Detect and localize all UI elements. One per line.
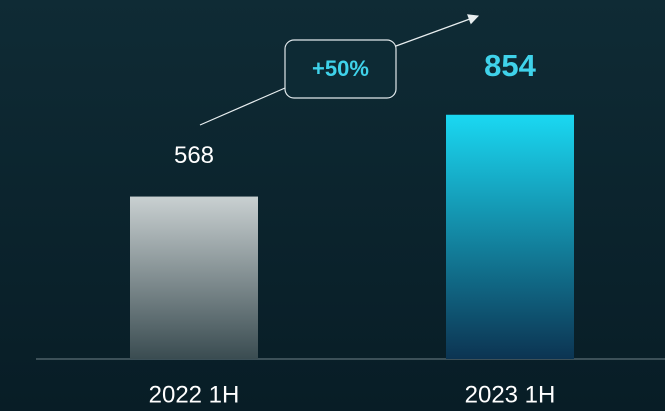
annotation-box (284, 39, 397, 99)
trend-arrow-head (395, 14, 480, 47)
bar (130, 196, 258, 359)
trend-arrow-tail (199, 87, 286, 126)
value-label: 568 (174, 142, 214, 169)
annotation-text: +50% (312, 56, 369, 81)
value-label: 854 (484, 48, 536, 83)
x-tick-label: 2023 1H (465, 381, 556, 408)
x-tick-label: 2022 1H (149, 381, 240, 408)
bar (446, 114, 574, 359)
